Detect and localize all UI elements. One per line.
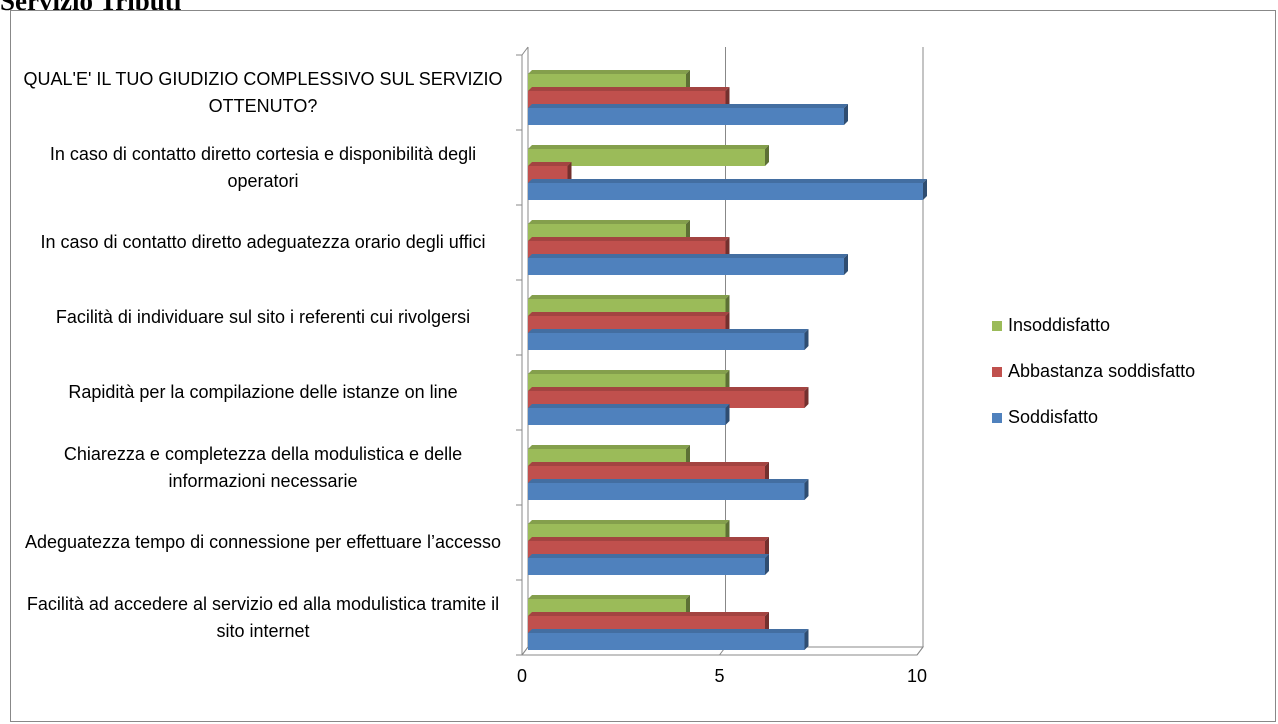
bar-top [528, 387, 809, 391]
bar-top [528, 179, 927, 183]
bar-side [725, 404, 730, 425]
bar-side [804, 479, 809, 500]
bar-side [686, 220, 690, 241]
bar [528, 391, 805, 408]
bar [528, 316, 726, 333]
bar [528, 599, 686, 616]
y-tick-label: Adeguatezza tempo di connessione per eff… [25, 532, 501, 552]
bar-side [725, 370, 730, 391]
grid-line-floor [521, 646, 529, 656]
legend-label: Soddisfatto [1008, 407, 1098, 427]
y-tick-label: In caso di contatto diretto adeguatezza … [40, 232, 486, 252]
bar [528, 541, 765, 558]
bar [528, 616, 765, 633]
bar [528, 91, 726, 108]
bar-top [528, 520, 730, 524]
chart-border [10, 10, 1276, 722]
legend-swatch [992, 321, 1002, 331]
bar-side [686, 445, 690, 466]
y-tick-label: Facilità ad accedere al servizio ed alla… [26, 593, 500, 641]
legend-label: Insoddisfatto [1008, 315, 1110, 335]
legend-swatch [992, 367, 1002, 377]
grid-line-floor [916, 646, 924, 656]
bar-top [528, 295, 730, 299]
bar [528, 483, 805, 500]
bar [528, 449, 686, 466]
bar-side [567, 162, 572, 183]
bar [528, 633, 805, 650]
bar [528, 333, 805, 350]
bar-top [528, 595, 690, 599]
bar-top [528, 479, 809, 483]
bar [528, 258, 844, 275]
bar-top [528, 87, 730, 91]
bar-side [725, 237, 730, 258]
bar [528, 149, 765, 166]
bar-top [528, 145, 769, 149]
bar-side [686, 70, 690, 91]
bar [528, 524, 726, 541]
y-tick-label: Rapidità per la compilazione delle istan… [68, 382, 458, 402]
bar [528, 558, 765, 575]
bar-top [528, 162, 572, 166]
bar-top [528, 370, 730, 374]
bar-side [686, 595, 690, 616]
x-tick-label: 10 [907, 666, 927, 686]
bar-side [725, 520, 730, 541]
bar-side [844, 254, 848, 275]
bar-top [528, 104, 848, 108]
bar [528, 299, 726, 316]
bar [528, 408, 726, 425]
bar-side [804, 329, 809, 350]
bar-top [528, 629, 809, 633]
bar-top [528, 462, 769, 466]
bar-top [528, 237, 730, 241]
bar-top [528, 312, 730, 316]
y-tick-label: QUAL'E' IL TUO GIUDIZIO COMPLESSIVO SUL … [23, 68, 503, 116]
bar-side [923, 179, 927, 200]
bar [528, 466, 765, 483]
y-tick-label: Chiarezza e completezza della modulistic… [63, 443, 463, 491]
bar-top [528, 537, 769, 541]
y-tick-label: In caso di contatto diretto cortesia e d… [49, 143, 477, 191]
bar-side [725, 312, 730, 333]
bar-top [528, 220, 690, 224]
bar-side [725, 87, 730, 108]
x-tick-label: 0 [517, 666, 527, 686]
bar-side [804, 629, 809, 650]
bar [528, 108, 844, 125]
bar-top [528, 554, 769, 558]
bar-side [804, 387, 809, 408]
legend-swatch [992, 413, 1002, 423]
bar-side [765, 462, 769, 483]
bar [528, 241, 726, 258]
bar-top [528, 445, 690, 449]
bar-side [844, 104, 848, 125]
bar-top [528, 404, 730, 408]
bar-top [528, 70, 690, 74]
legend-label: Abbastanza soddisfatto [1008, 361, 1195, 381]
bar-side [765, 537, 769, 558]
bar [528, 74, 686, 91]
bar-side [765, 145, 769, 166]
chart-title: Servizio Tributi [0, 0, 182, 16]
bar-side [765, 554, 769, 575]
bar-top [528, 329, 809, 333]
bar [528, 224, 686, 241]
bar-side [765, 612, 769, 633]
bar-top [528, 612, 769, 616]
bar [528, 374, 726, 391]
bar [528, 183, 923, 200]
x-tick-label: 5 [714, 666, 724, 686]
y-tick-label: Facilità di individuare sul sito i refer… [55, 307, 471, 327]
bar-side [725, 295, 730, 316]
bar [528, 166, 568, 183]
bar-top [528, 254, 848, 258]
y-axis-back [521, 46, 529, 56]
